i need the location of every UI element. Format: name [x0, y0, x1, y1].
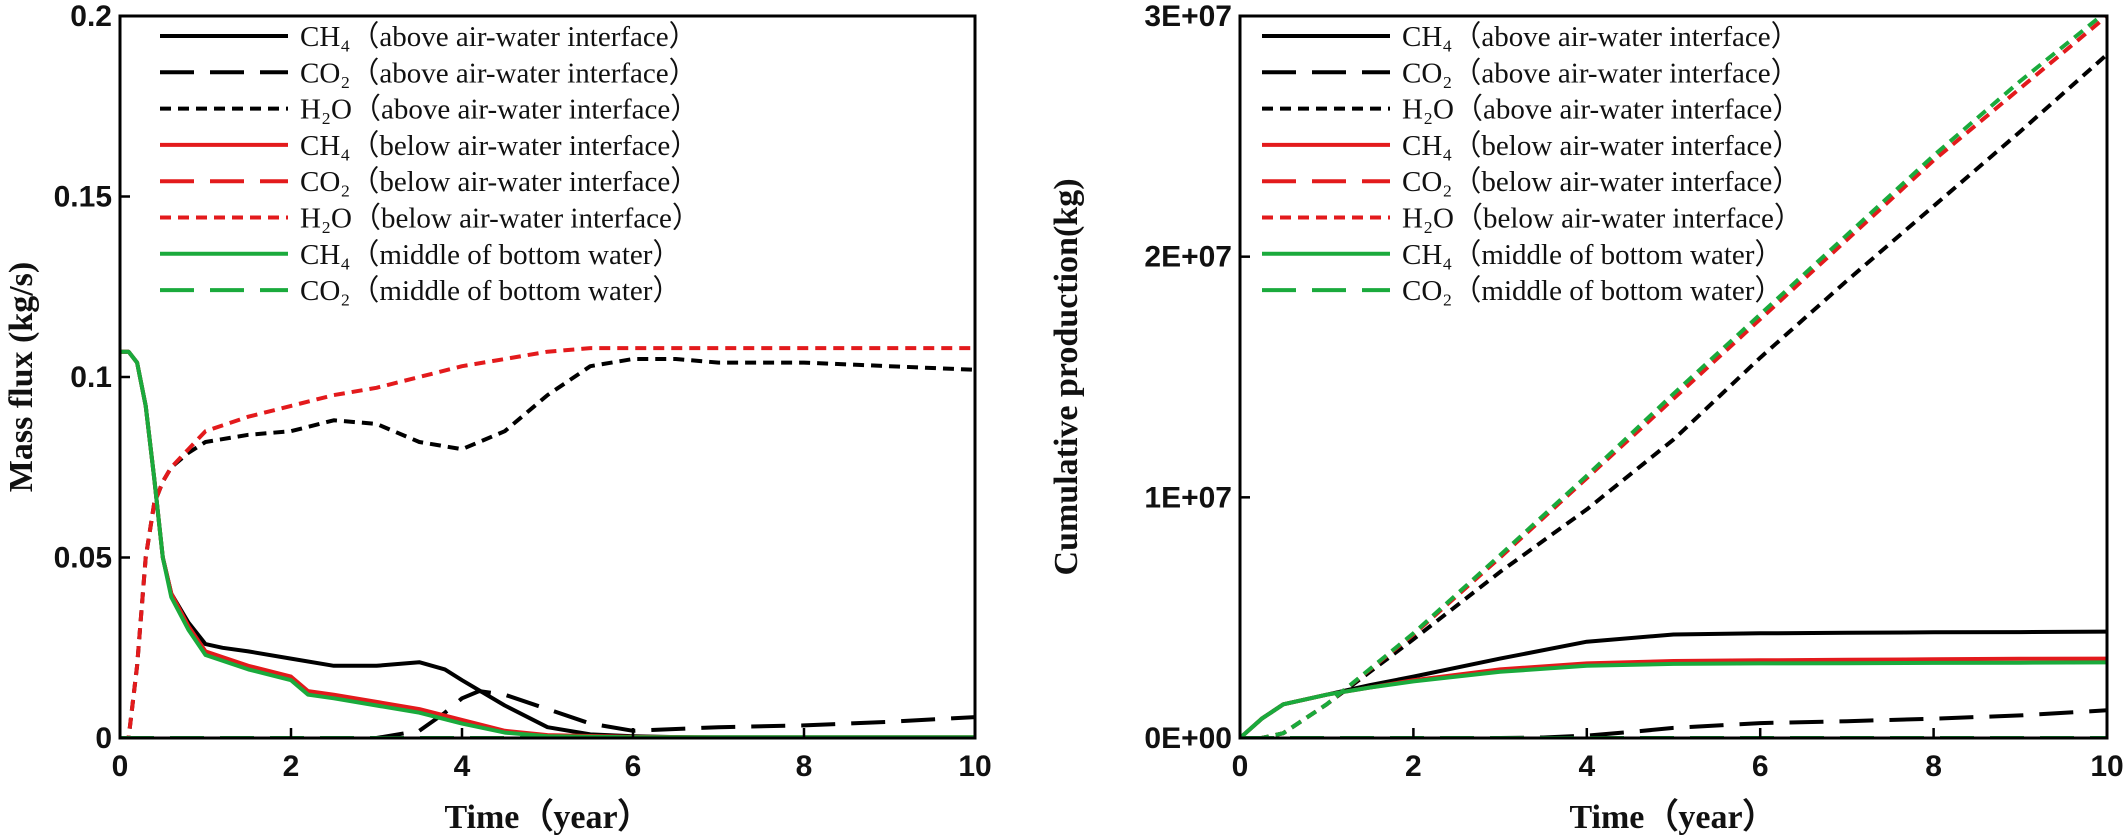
left-series-line-1 [120, 689, 975, 738]
right-legend-label: H₂O（below air-water interface） [1402, 203, 1803, 235]
left-chart: 0 2 4 6 8 10 0 0.05 0.1 0.15 0.2 CH₄（above air-wat… [3, 0, 992, 836]
left-legend-label: H₂O（below air-water interface） [300, 203, 701, 235]
left-legend-label: CH₄（below air-water interface） [300, 130, 699, 162]
left-ytick-label: 0.1 [70, 361, 112, 394]
left-series-line-5 [120, 346, 975, 738]
left-legend-label: CO₂（below air-water interface） [300, 166, 699, 198]
right-legend-label: CH₄（middle of bottom water） [1402, 239, 1783, 271]
left-ytick-label: 0.15 [54, 181, 112, 214]
left-legend: CH₄（above air-water interface） CO₂（above … [160, 21, 701, 307]
left-series-line-3 [120, 349, 975, 738]
left-legend-label: H₂O（above air-water interface） [300, 94, 699, 126]
right-ytick-label: 3E+07 [1144, 0, 1232, 33]
right-ytick-label: 0E+00 [1144, 722, 1232, 755]
left-ylabel: Mass flux (kg/s) [3, 262, 40, 492]
right-xtick-label: 0 [1232, 750, 1249, 783]
right-xtick-label: 2 [1405, 750, 1422, 783]
right-legend-label: CO₂（above air-water interface） [1402, 57, 1800, 89]
left-legend-label: CO₂（above air-water interface） [300, 57, 698, 89]
right-xlabel: Time（year） [1569, 797, 1776, 836]
right-ytick-label: 1E+07 [1144, 481, 1232, 514]
left-xlabel: Time（year） [444, 797, 651, 836]
left-xtick-label: 0 [112, 750, 129, 783]
left-xtick-label: 10 [958, 750, 991, 783]
left-xtick-label: 2 [283, 750, 300, 783]
left-ticks: 0 2 4 6 8 10 0 0.05 0.1 0.15 0.2 [54, 0, 992, 783]
left-series [120, 346, 975, 738]
left-xtick-label: 6 [625, 750, 642, 783]
left-series-line-0 [120, 349, 975, 738]
right-ylabel: Cumulative production(kg) [1048, 178, 1085, 575]
left-legend-label: CO₂（middle of bottom water） [300, 275, 681, 307]
left-series-line-6 [120, 349, 975, 738]
right-legend-label: H₂O（above air-water interface） [1402, 94, 1801, 126]
right-series-line-8 [1240, 16, 2105, 738]
right-xtick-label: 4 [1578, 750, 1595, 783]
right-legend: CH₄（above air-water interface） CO₂（above … [1262, 21, 1803, 307]
left-ytick-label: 0.05 [54, 542, 112, 575]
right-xtick-label: 8 [1925, 750, 1942, 783]
right-series [1240, 16, 2107, 738]
right-xtick-label: 10 [2090, 750, 2123, 783]
right-ticks: 0 2 4 6 8 10 0E+00 1E+07 2E+07 3E+07 [1144, 0, 2123, 783]
left-xtick-label: 4 [454, 750, 471, 783]
left-legend-label: CH₄（middle of bottom water） [300, 239, 681, 271]
left-legend-label: CH₄（above air-water interface） [300, 21, 698, 53]
right-legend-label: CH₄（below air-water interface） [1402, 130, 1801, 162]
right-series-line-0 [1240, 629, 2107, 738]
right-series-line-1 [1240, 708, 2107, 738]
right-ytick-label: 2E+07 [1144, 241, 1232, 274]
right-legend-label: CO₂（below air-water interface） [1402, 166, 1801, 198]
left-xtick-label: 8 [796, 750, 813, 783]
right-xtick-label: 6 [1752, 750, 1769, 783]
right-chart: 0 2 4 6 8 10 0E+00 1E+07 2E+07 3E+07 CH₄（above ai… [1048, 0, 2124, 836]
right-legend-label: CO₂（middle of bottom water） [1402, 275, 1783, 307]
right-legend-label: CH₄（above air-water interface） [1402, 21, 1800, 53]
left-ytick-label: 0.2 [70, 0, 112, 33]
left-ytick-label: 0 [95, 722, 112, 755]
right-plot-frame [1238, 14, 2109, 740]
right-series-line-6 [1240, 660, 2107, 738]
